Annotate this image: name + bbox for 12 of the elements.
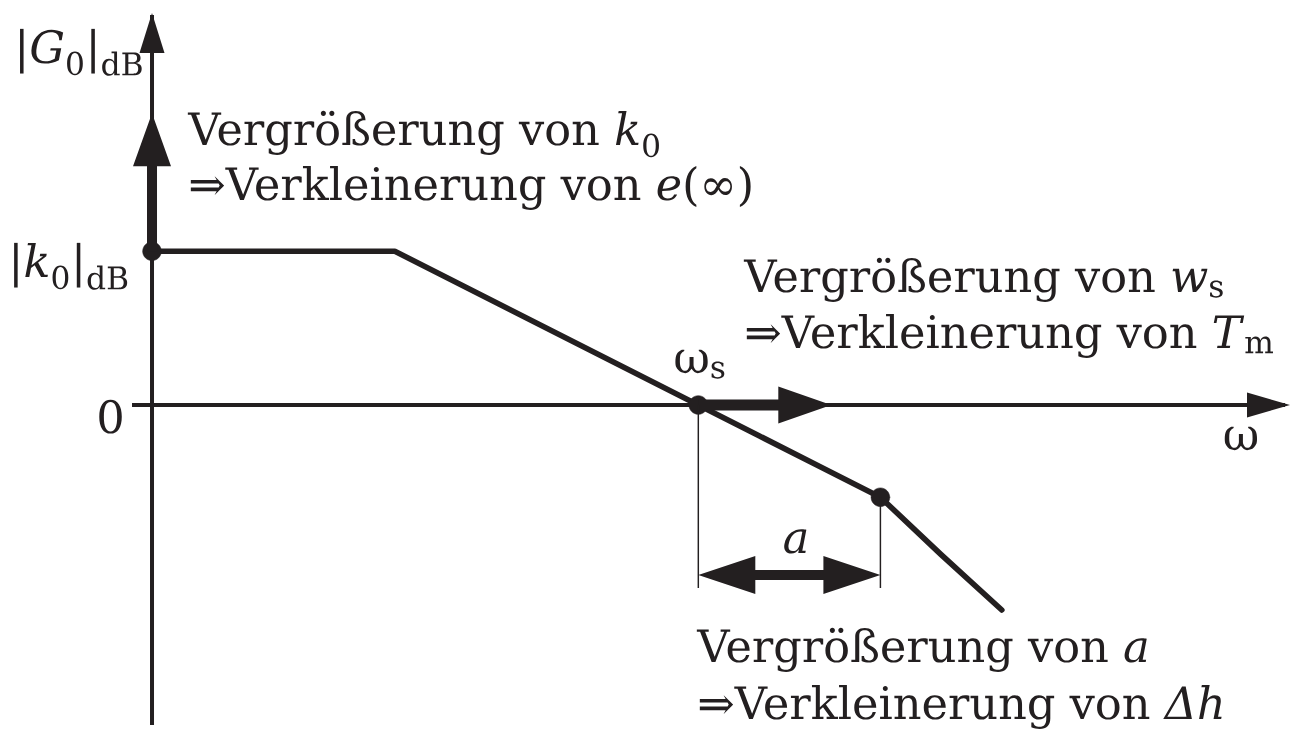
annotation: 0 bbox=[99, 399, 122, 434]
y-axis-title: |G$_{0}$|$_{dB}$ bbox=[20, 28, 142, 76]
annotation: a bbox=[784, 529, 807, 554]
annotation: Vergrößerung von w$_{s}$ bbox=[743, 257, 1223, 302]
text: ⇒Verkleinerung von Δh bbox=[699, 685, 1222, 729]
annotation: |k$_{0}$|$_{dB}$ bbox=[14, 242, 128, 290]
text: Vergrößerung von k$_{0}$ bbox=[187, 110, 659, 158]
text: ⇒Verkleinerung von e(∞) bbox=[190, 166, 751, 210]
annotation: ω$_{s}$ bbox=[675, 349, 725, 379]
text: Vergrößerung von a bbox=[696, 627, 1147, 672]
x-axis-title: ω bbox=[1224, 426, 1258, 451]
annotation: ⇒Verkleinerung von T$_{m}$ bbox=[746, 314, 1273, 358]
